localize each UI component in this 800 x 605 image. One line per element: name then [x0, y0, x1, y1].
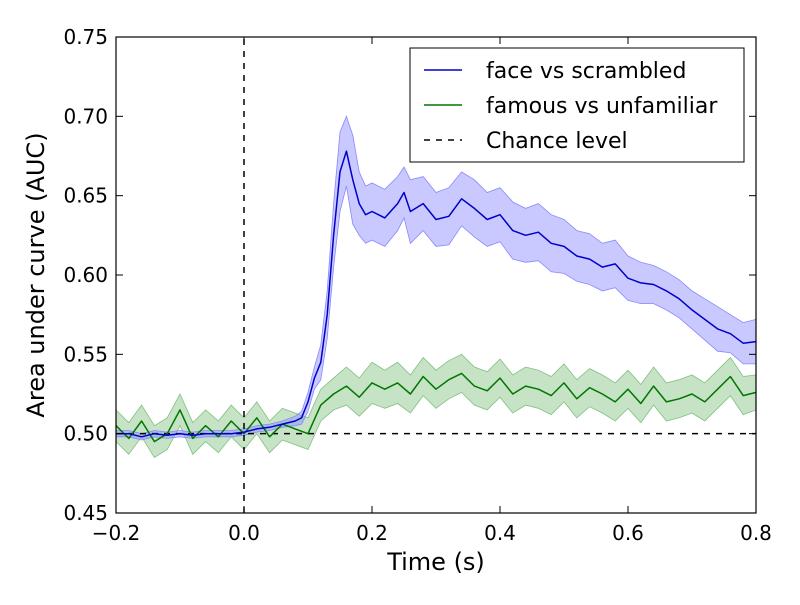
x-tick-label: −0.2	[92, 521, 141, 545]
y-tick-label: 0.65	[63, 184, 108, 208]
y-tick-label: 0.50	[63, 422, 108, 446]
legend-label-face-vs-scrambled: face vs scrambled	[486, 59, 686, 84]
x-tick-label: 0.8	[740, 521, 772, 545]
line-face-vs-scrambled	[116, 150, 757, 438]
legend-box	[409, 47, 745, 163]
y-tick-label: 0.75	[63, 25, 108, 49]
line-famous-vs-unfamiliar	[115, 372, 757, 443]
legend-label-famous-vs-unfamiliar: famous vs unfamiliar	[486, 94, 718, 119]
tick-layer: −0.2 0.0 0.2 0.4 0.6 0.8 0.45 0.50 0.55 0.60 0.65 0…	[63, 25, 771, 545]
x-axis-label: Time (s)	[386, 548, 485, 576]
y-tick-label: 0.55	[63, 342, 108, 366]
x-tick-label: 0.4	[484, 521, 516, 545]
x-tick-label: 0.6	[612, 521, 644, 545]
y-tick-label: 0.45	[63, 501, 108, 525]
y-axis-label: Area under curve (AUC)	[22, 132, 50, 417]
legend-label-chance-level: Chance level	[486, 129, 628, 154]
y-tick-label: 0.70	[63, 104, 108, 128]
series-line-layer	[115, 150, 757, 443]
x-tick-label: 0.0	[228, 521, 260, 545]
legend: face vs scrambled famous vs unfamiliar C…	[409, 47, 745, 163]
plot-area-frame	[115, 36, 757, 514]
y-tick-label: 0.60	[63, 263, 108, 287]
x-tick-label: 0.2	[356, 521, 388, 545]
reference-line-layer	[116, 37, 756, 513]
